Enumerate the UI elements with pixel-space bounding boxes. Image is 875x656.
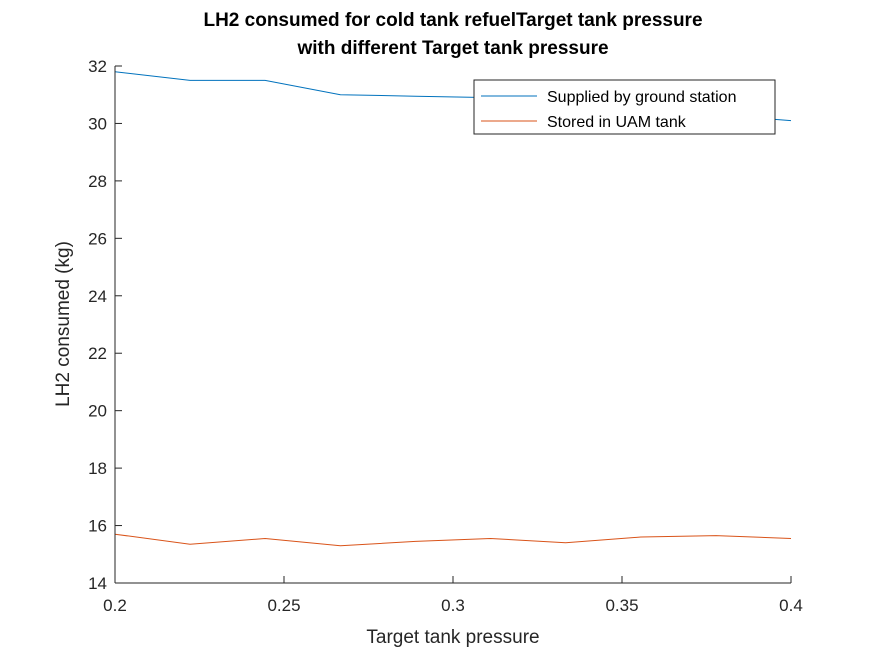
y-tick-label: 22 [88,344,107,363]
x-tick-label: 0.4 [779,596,803,615]
y-ticks: 14 16 18 20 22 24 26 28 30 32 [88,57,122,593]
y-tick-label: 24 [88,287,107,306]
y-tick-label: 18 [88,459,107,478]
y-tick-label: 26 [88,229,107,248]
y-axis-label: LH2 consumed (kg) [53,241,74,407]
y-tick-label: 32 [88,57,107,76]
y-tick-label: 30 [88,114,107,133]
x-tick-label: 0.2 [103,596,127,615]
x-axis-label: Target tank pressure [366,627,539,648]
legend-label-supplied: Supplied by ground station [547,89,736,106]
legend: Supplied by ground station Stored in UAM… [473,79,776,135]
series-line-1 [114,533,792,547]
y-tick-label: 20 [88,402,107,421]
x-ticks: 0.2 0.25 0.3 0.35 0.4 [103,576,803,615]
y-tick-label: 28 [88,172,107,191]
x-tick-label: 0.35 [605,596,638,615]
legend-label-stored: Stored in UAM tank [547,114,687,131]
chart-title-line2: with different Target tank pressure [296,38,608,59]
chart-title-line1: LH2 consumed for cold tank refuelTarget … [203,10,702,31]
legend-box [473,79,776,135]
y-tick-label: 14 [88,574,107,593]
y-tick-label: 16 [88,517,107,536]
x-tick-label: 0.3 [441,596,465,615]
x-tick-label: 0.25 [267,596,300,615]
plot-area [115,66,791,583]
